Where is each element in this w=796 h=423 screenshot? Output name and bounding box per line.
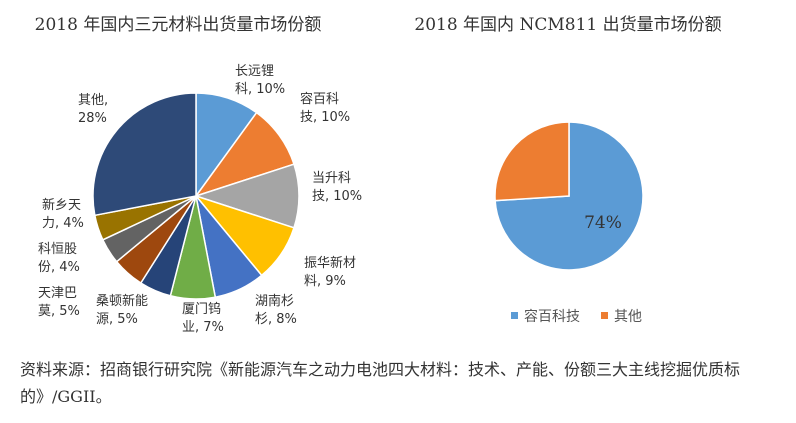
pie1-label: 科, 10% [235,82,285,97]
pie-chart-1 [92,92,300,300]
pie1-label: 长远锂 [235,64,274,79]
pie1-slice [92,92,197,217]
pie1-label: 湖南杉 [255,293,294,309]
pie1-label: 份, 4% [38,260,80,275]
pie2-legend-swatch [511,312,518,319]
pie1-label: 杉, 8% [255,312,297,327]
chart1-title: 2018 年国内三元材料出货量市场份额 [35,15,322,35]
pie1-label: 源, 5% [96,312,138,327]
pie2-legend-label: 其他 [614,309,642,325]
source-note: 资料来源：招商银行研究院《新能源汽车之动力电池四大材料：技术、产能、份额三大主线… [20,360,741,406]
pie1-label: 振华新材 [304,255,356,271]
pie1-label: 料, 9% [304,274,346,289]
pie1-label: 其他, [78,93,108,108]
pie1-label: 厦门钨 [182,301,221,317]
pie2-value-label: 74% [584,213,622,233]
pie1-label: 桑顿新能 [96,293,148,309]
pie1-label: 新乡天 [42,197,81,213]
pie2-legend-swatch [601,312,608,319]
pie-chart-2-legend: 容百科技 其他 [511,308,642,325]
chart2-title: 2018 年国内 NCM811 出货量市场份额 [414,15,721,35]
pie2-slice [494,121,570,202]
pie1-label: 力, 4% [42,216,84,231]
pie2-legend-label: 容百科技 [524,308,580,325]
pie1-label: 莫, 5% [38,304,80,319]
pie1-label: 科恒股 [38,242,77,257]
pie1-label: 业, 7% [182,320,224,335]
pie1-label: 28% [78,111,107,126]
pie1-label: 技, 10% [300,110,350,125]
pie1-label: 技, 10% [312,189,362,204]
pie1-label: 天津巴 [38,286,77,301]
pie1-label: 当升科 [312,171,351,186]
pie1-label: 容百科 [300,91,339,107]
pie-chart-2: 74% [494,121,644,271]
